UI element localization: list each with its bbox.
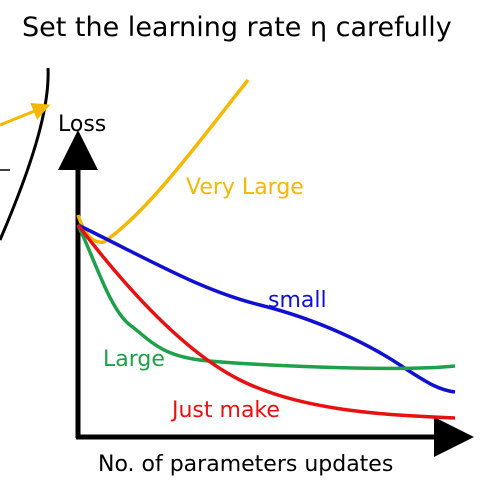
small-curve (77, 223, 456, 394)
large-curve (76, 224, 456, 371)
curve-label: Just make (170, 398, 280, 423)
curve-label: Very Large (186, 175, 304, 200)
very-large-curve (76, 78, 250, 244)
y-axis-label: Loss (58, 112, 106, 137)
curve-label: small (268, 288, 327, 313)
partial-curve (0, 67, 50, 241)
title: Set the learning rate η carefully (22, 12, 452, 43)
curve-label: Large (103, 347, 165, 372)
x-axis-label: No. of parameters updates (98, 452, 393, 477)
just-make-curve (76, 223, 456, 420)
partial-arrow (0, 103, 51, 127)
